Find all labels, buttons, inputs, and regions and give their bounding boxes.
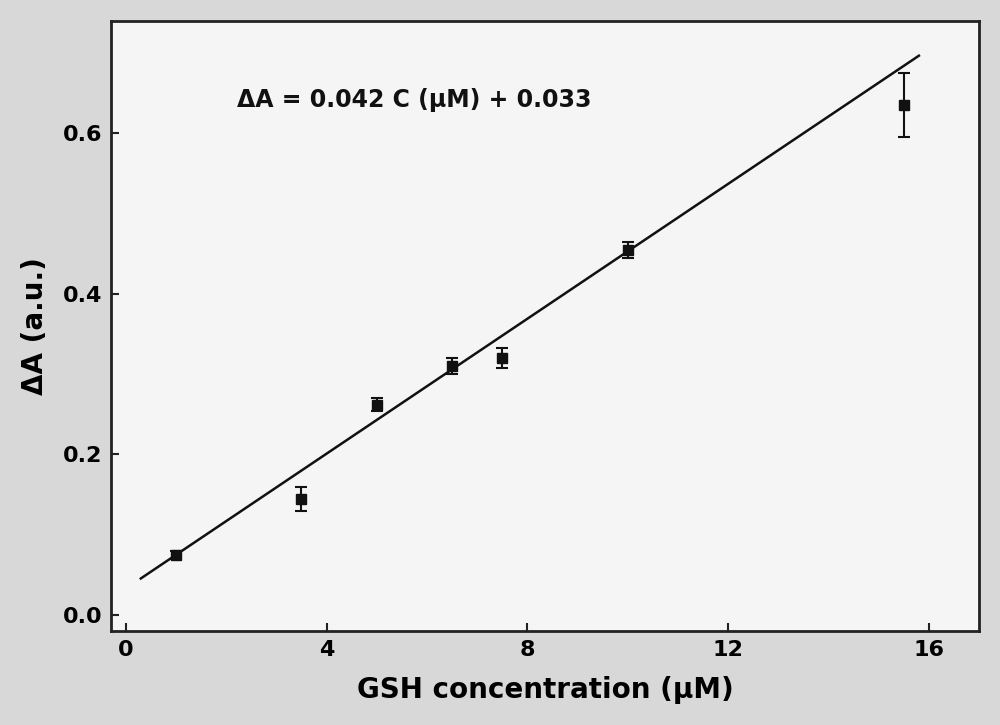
Y-axis label: ΔA (a.u.): ΔA (a.u.) <box>21 257 49 395</box>
Text: ΔA = 0.042 C (μM) + 0.033: ΔA = 0.042 C (μM) + 0.033 <box>237 88 592 112</box>
X-axis label: GSH concentration (μM): GSH concentration (μM) <box>357 676 733 704</box>
